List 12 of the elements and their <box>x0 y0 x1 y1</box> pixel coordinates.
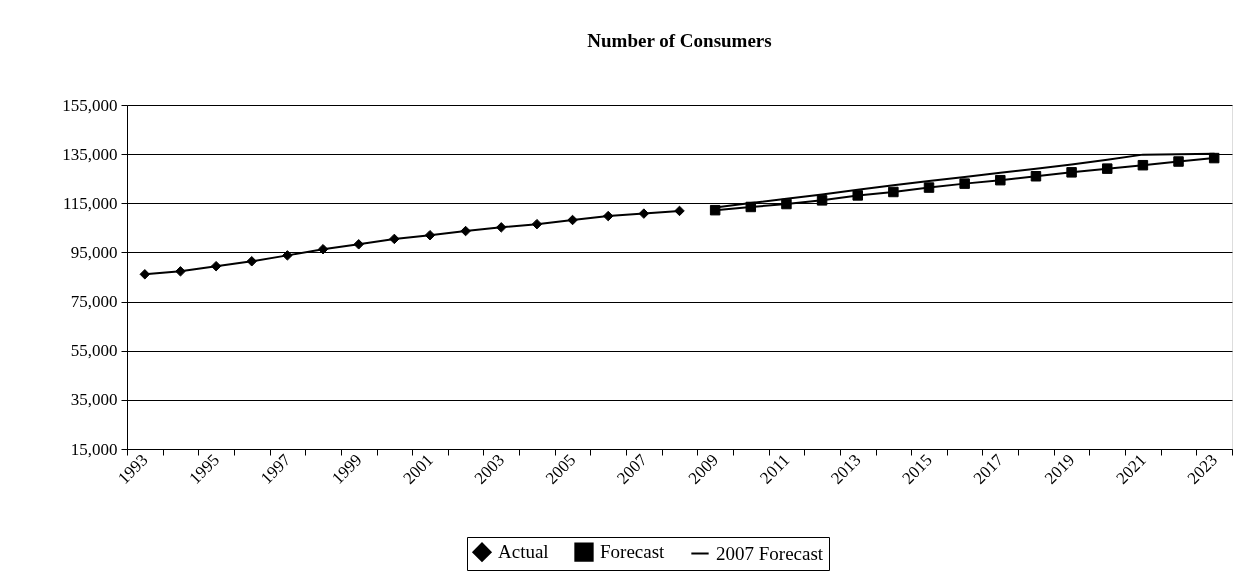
legend-label: Forecast <box>600 541 666 563</box>
y-tick-label: 115,000 <box>62 193 118 213</box>
y-tick-label: 55,000 <box>70 341 118 361</box>
y-tick-label: 95,000 <box>70 242 118 262</box>
y-tick-label: 15,000 <box>70 439 118 459</box>
chart-title: Number of Consumers <box>587 30 772 51</box>
y-tick-label: 155,000 <box>62 95 118 115</box>
y-tick-label: 135,000 <box>62 144 118 164</box>
legend-label: Actual <box>498 541 549 563</box>
y-tick-label: 35,000 <box>70 390 118 410</box>
y-tick-label: 75,000 <box>70 292 118 312</box>
legend-label: 2007 Forecast <box>716 542 824 564</box>
